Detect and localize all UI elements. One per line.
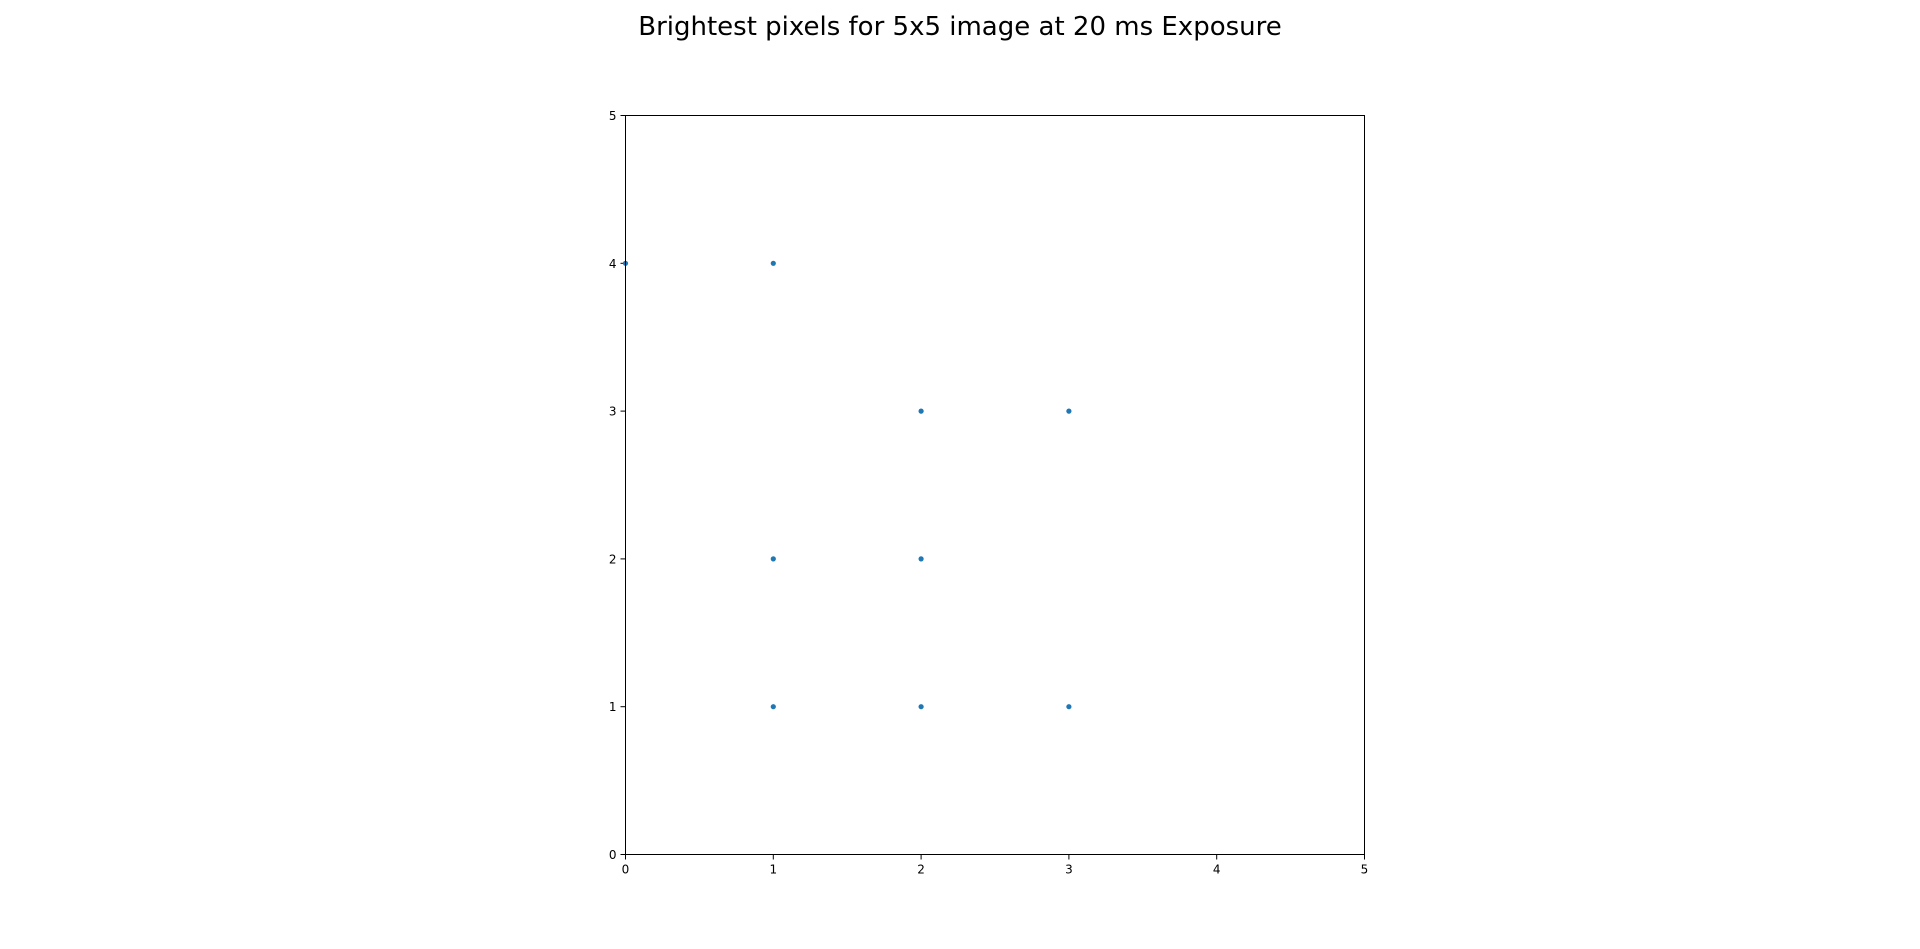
chart-title: Brightest pixels for 5x5 image at 20 ms … xyxy=(638,12,1282,42)
plot-frame xyxy=(625,115,1365,855)
data-points xyxy=(622,260,1072,710)
y-tick-label: 4 xyxy=(609,257,617,271)
x-tick-label: 4 xyxy=(1213,863,1221,877)
y-tick-label: 0 xyxy=(609,848,617,862)
x-tick-label: 1 xyxy=(769,863,777,877)
x-tick-label: 2 xyxy=(917,863,925,877)
y-tick-label: 5 xyxy=(609,109,617,123)
x-tick-label: 5 xyxy=(1361,863,1369,877)
data-point xyxy=(918,408,924,414)
x-tick-label: 3 xyxy=(1065,863,1073,877)
data-point xyxy=(1066,704,1072,710)
y-tick-label: 2 xyxy=(609,552,617,566)
x-axis: 0 1 2 3 4 5 xyxy=(622,854,1369,877)
data-point xyxy=(918,704,924,710)
data-point xyxy=(770,556,776,562)
data-point xyxy=(770,260,776,266)
y-tick-label: 3 xyxy=(609,405,617,419)
x-tick-label: 0 xyxy=(622,863,630,877)
y-axis: 0 1 2 3 4 5 xyxy=(609,109,626,862)
data-point xyxy=(770,704,776,710)
data-point xyxy=(1066,408,1072,414)
y-tick-label: 1 xyxy=(609,700,617,714)
data-point xyxy=(918,556,924,562)
